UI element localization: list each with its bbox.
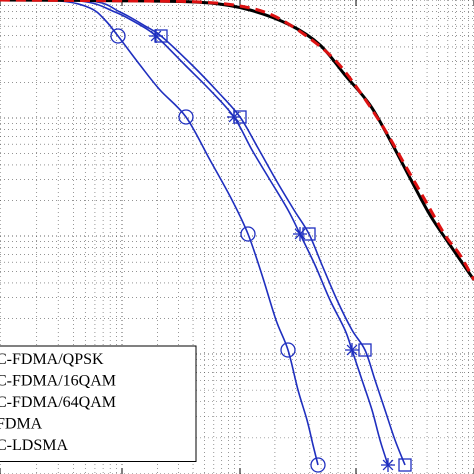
marker-circle: [310, 457, 326, 473]
series-line-c-fdma-16qam: [0, 0, 389, 466]
marker-circle: [178, 109, 194, 125]
marker-square: [398, 458, 412, 472]
series-line-fdma: [0, 0, 474, 281]
legend-label: C-FDMA/16QAM: [0, 373, 116, 390]
legend-label: C-FDMA/QPSK: [0, 351, 104, 368]
marker-star-d2: [382, 459, 394, 471]
marker-square: [302, 227, 316, 241]
series-line-c-ldsma: [0, 0, 474, 281]
legend-label: C-FDMA/64QAM: [0, 394, 116, 411]
legend-box: [0, 345, 197, 462]
marker-star-d2: [150, 30, 162, 42]
legend: C-FDMA/QPSK C-FDMA/16QAM C-FDMA/64QAM FDMA C…: [0, 345, 197, 462]
marker-star: [345, 343, 359, 357]
marker-square: [233, 110, 247, 124]
series-fdma: [0, 0, 474, 281]
marker-square: [154, 29, 168, 43]
marker-star: [293, 227, 307, 241]
series-c-fdma-16qam: [0, 0, 395, 472]
marker-circle: [240, 226, 256, 242]
series-line-c-fdma-qpsk: [0, 0, 319, 466]
legend-label: C-LDSMA: [0, 437, 68, 454]
series-line-c-fdma-64qam: [0, 0, 406, 466]
marker-square: [358, 343, 372, 357]
series-c-fdma-64qam: [0, 0, 412, 472]
series-c-ldsma: [0, 0, 474, 281]
marker-star: [381, 458, 395, 472]
series-c-fdma-qpsk: [0, 0, 326, 473]
marker-circle: [110, 28, 126, 44]
marker-circle: [280, 342, 296, 358]
legend-label: FDMA: [0, 416, 43, 433]
marker-star-d2: [346, 344, 358, 356]
